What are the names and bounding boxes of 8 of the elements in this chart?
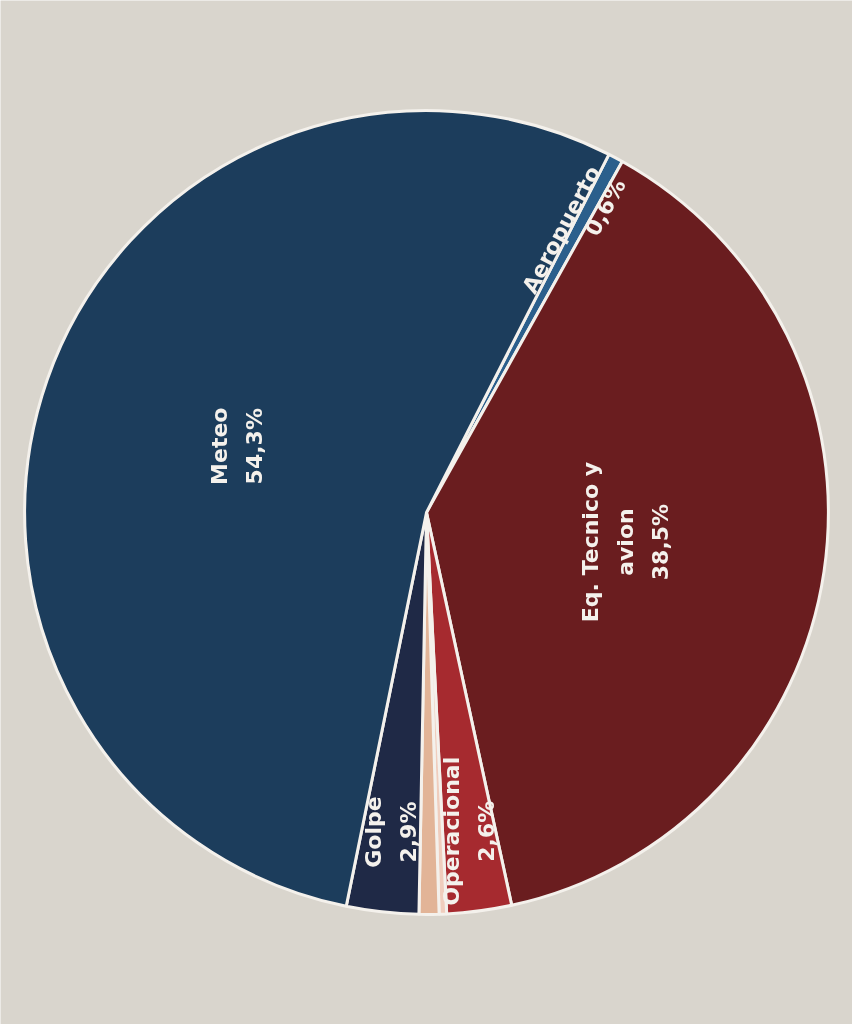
slice-label: Operacional	[438, 756, 464, 906]
slice-label: Meteo	[206, 407, 232, 485]
data-label: 38,5%	[647, 503, 673, 581]
data-label: 2,6%	[473, 800, 499, 862]
data-label: 54,3%	[241, 408, 267, 485]
data-label: 2,9%	[396, 801, 422, 863]
slice-label: Golpe	[361, 796, 387, 868]
slice-label: Eq. Tecnico y avion	[577, 461, 638, 623]
